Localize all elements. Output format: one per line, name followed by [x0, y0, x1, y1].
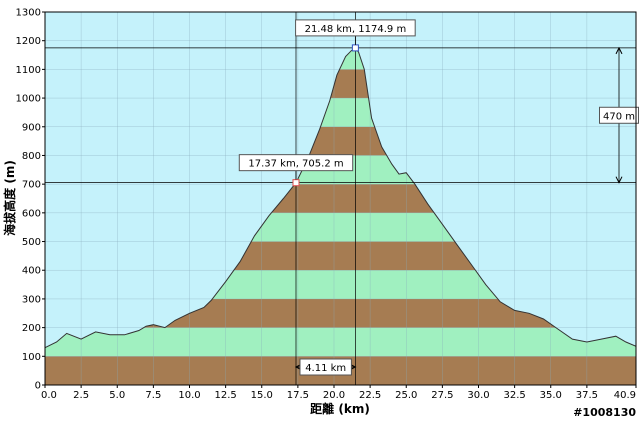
x-tick-label: 5.0: [109, 390, 125, 401]
x-tick-label: 7.5: [145, 390, 161, 401]
plot-border: [44, 11, 637, 386]
callout-box: [295, 19, 416, 37]
y-tick-label: 900: [22, 122, 41, 133]
arrowhead: [615, 176, 623, 184]
elevation-diff-box: [599, 106, 639, 124]
x-tick-label: 0.0: [41, 390, 57, 401]
x-tick-label: 2.5: [73, 390, 89, 401]
x-tick-label: 40.9: [614, 390, 636, 401]
x-tick-label: 17.5: [287, 390, 309, 401]
y-tick-label: 1200: [16, 36, 41, 47]
x-tick-label: 22.5: [359, 390, 381, 401]
y-tick-label: 600: [22, 208, 41, 219]
callout-label: 21.48 km, 1174.9 m: [305, 24, 407, 35]
y-tick-label: 200: [22, 323, 41, 334]
x-axis-ticks: 0.0 2.5 5.0 7.5 10.0 12.5 15.0 17.5 20.0 22.5 25.0…: [41, 385, 637, 401]
y-tick-label: 1100: [16, 65, 41, 76]
marker-crosshairs: [45, 12, 636, 385]
x-tick-label: 10.0: [178, 390, 200, 401]
y-axis-title: 海拔高度 (m): [2, 160, 17, 236]
marker-point[interactable]: [351, 44, 359, 52]
x-axis-title: 距離 (km): [310, 401, 370, 416]
x-tick-label: 15.0: [251, 390, 273, 401]
x-tick-label: 27.5: [431, 390, 453, 401]
arrowhead: [615, 46, 623, 55]
y-tick-label: 0: [35, 381, 41, 392]
y-tick-label: 500: [22, 237, 41, 248]
x-tick-label: 12.5: [214, 390, 236, 401]
y-tick-label: 1000: [16, 94, 41, 105]
x-tick-label: 25.0: [395, 390, 417, 401]
profile-markers[interactable]: 17.37 km, 705.2 m 21.48 km, 1174.9 m: [238, 19, 416, 187]
watermark: #1008130: [573, 406, 636, 419]
x-tick-label: 37.5: [576, 390, 598, 401]
x-tick-label: 32.5: [503, 390, 525, 401]
y-tick-label: 800: [22, 151, 41, 162]
y-axis-ticks: 0 100 200 300 400 500 600 700 800 900 1000 1100 1200…: [16, 8, 45, 392]
elevation-diff-label: 470 m: [603, 111, 635, 122]
profile-line: [44, 47, 637, 349]
x-tick-label: 35.0: [540, 390, 562, 401]
distance-diff-box: [299, 358, 352, 376]
x-tick-label: 20.0: [323, 390, 345, 401]
difference-annotations: 470 m 4.11 km: [294, 46, 639, 376]
callout-box: [238, 154, 354, 172]
callout-label: 17.37 km, 705.2 m: [248, 159, 343, 170]
y-tick-label: 100: [22, 352, 41, 363]
y-tick-label: 700: [22, 180, 41, 191]
y-tick-label: 1300: [16, 8, 41, 19]
distance-diff-label: 4.11 km: [305, 363, 346, 374]
y-tick-label: 400: [22, 266, 41, 277]
marker-point[interactable]: [292, 179, 300, 187]
elevation-band: [45, 327, 636, 357]
y-tick-label: 300: [22, 294, 41, 305]
x-tick-label: 30.0: [467, 390, 489, 401]
